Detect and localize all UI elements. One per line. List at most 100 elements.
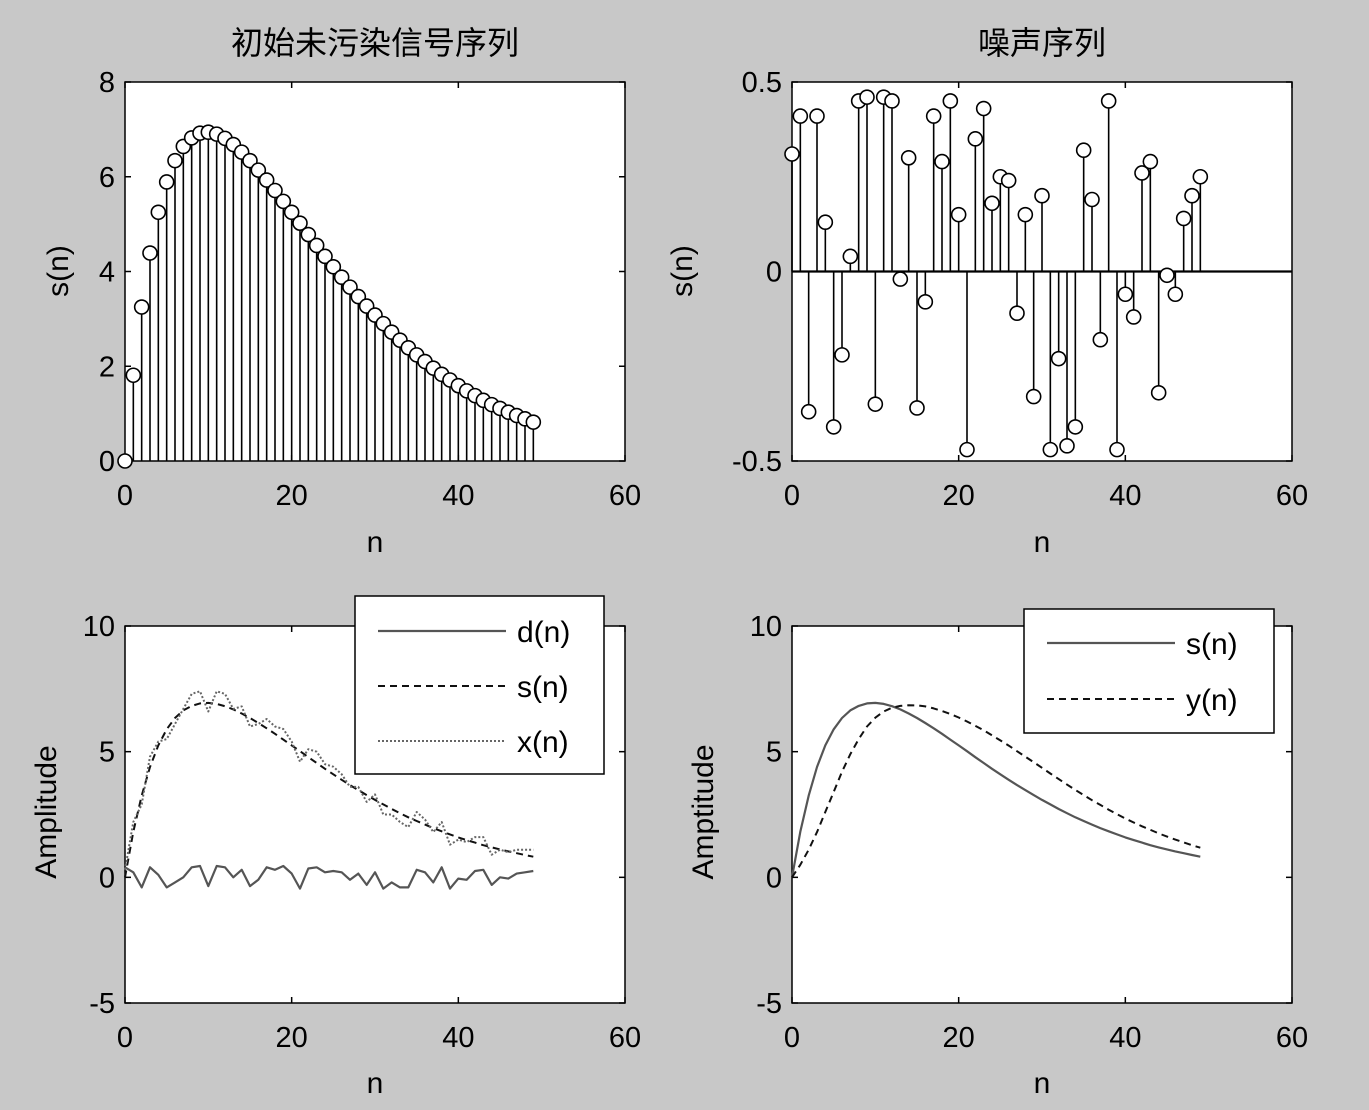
x-tick-label: 60 <box>609 1022 641 1054</box>
stem-marker <box>1034 187 1050 204</box>
y-tick-label: 5 <box>766 737 782 769</box>
y-tick-label: 0 <box>766 862 782 894</box>
stem-marker <box>117 453 133 469</box>
stem-marker <box>917 294 934 310</box>
stem-marker <box>250 162 267 178</box>
stem-marker <box>900 150 917 166</box>
plot1-ylabel: s(n) <box>42 245 75 297</box>
legend-label-y4: y(n) <box>1186 684 1238 717</box>
stem-marker <box>1042 441 1059 458</box>
stem-marker <box>158 174 175 190</box>
x-tick-label: 20 <box>943 1022 975 1054</box>
stem-marker <box>258 172 275 188</box>
y-tick-label: -5 <box>756 988 782 1020</box>
plot3-legend: d(n) s(n) x(n) <box>354 595 605 775</box>
x-tick-label: 40 <box>1109 1022 1141 1054</box>
stem-marker <box>842 248 859 265</box>
stem-marker <box>283 204 300 221</box>
stem-marker <box>275 193 292 210</box>
x-tick-label: 60 <box>1276 480 1308 512</box>
stem-marker <box>1125 309 1142 325</box>
plot4-ylabel: Amptitude <box>687 744 720 879</box>
plot3-ylabel: Amplitude <box>30 745 63 878</box>
y-tick-label: 0 <box>99 862 115 894</box>
series-line-1 <box>790 701 1201 878</box>
stem-marker <box>909 400 925 416</box>
stem-marker <box>942 93 959 109</box>
plot2-xlabel: n <box>1034 526 1051 559</box>
y-tick-label: -0.5 <box>732 446 782 478</box>
y-tick-label: 4 <box>99 257 115 289</box>
stem-marker <box>325 258 342 275</box>
plot1-title: 初始未污染信号序列 <box>231 25 519 61</box>
y-tick-label: 6 <box>99 162 115 194</box>
y-tick-label: 5 <box>99 737 115 769</box>
plot2-title: 噪声序列 <box>978 25 1106 61</box>
y-tick-label: -5 <box>89 988 115 1020</box>
stem-marker <box>1059 438 1075 454</box>
stem-marker <box>825 419 842 435</box>
stem-marker <box>934 153 950 170</box>
stem-marker <box>925 108 942 124</box>
y-tick-label: 0.5 <box>742 67 782 99</box>
x-tick-label: 0 <box>784 1022 800 1054</box>
stem-marker <box>984 195 1000 212</box>
stem-marker <box>1050 350 1067 367</box>
stem-marker <box>1142 153 1159 170</box>
stem-marker <box>950 206 967 223</box>
plot4-legend: s(n) y(n) <box>1023 608 1275 734</box>
stem-marker <box>1025 388 1042 405</box>
noise-stem-plot: 噪声序列 0 20 40 60-0.500.5 n s(n) <box>666 25 1308 559</box>
stem-marker <box>792 108 809 124</box>
stem-marker <box>292 215 308 231</box>
x-tick-label: 60 <box>609 480 641 512</box>
x-tick-label: 60 <box>1276 1022 1308 1054</box>
stem-marker <box>1184 187 1200 204</box>
stem-marker <box>1017 206 1034 223</box>
stem-marker <box>834 347 850 363</box>
x-tick-label: 0 <box>117 1022 133 1054</box>
stem-marker <box>892 271 909 287</box>
legend-label-d: d(n) <box>517 616 570 649</box>
stem-marker <box>150 204 167 221</box>
stem-marker <box>333 269 350 285</box>
stem-marker <box>1159 267 1175 284</box>
legend-label-x: x(n) <box>517 726 569 759</box>
y-tick-label: 0 <box>766 257 782 289</box>
stem-marker <box>525 414 542 430</box>
stem-marker <box>308 237 325 254</box>
x-tick-label: 20 <box>943 480 975 512</box>
stem-marker <box>1075 142 1092 159</box>
plot2-ylabel: s(n) <box>666 245 699 297</box>
stem-marker <box>784 146 800 162</box>
plot4-xlabel: n <box>1034 1067 1051 1100</box>
x-tick-label: 20 <box>276 1022 308 1054</box>
x-tick-label: 40 <box>442 1022 474 1054</box>
stem-marker <box>300 226 317 243</box>
series-line-3 <box>124 690 534 870</box>
stem-marker <box>1150 384 1167 401</box>
y-tick-label: 10 <box>750 611 782 643</box>
stem-marker <box>1067 419 1084 435</box>
y-tick-label: 2 <box>99 351 115 383</box>
stem-marker <box>1000 172 1017 189</box>
x-tick-label: 0 <box>784 480 800 512</box>
stem-marker <box>1192 168 1209 185</box>
stem-marker <box>817 214 834 231</box>
stem-marker <box>809 108 825 124</box>
stem-marker <box>1009 305 1025 321</box>
stem-marker <box>1134 165 1150 181</box>
stem-marker <box>859 89 875 105</box>
stem-marker <box>975 100 992 117</box>
stem-marker <box>884 93 900 109</box>
x-tick-label: 40 <box>1109 480 1141 512</box>
stem-marker <box>133 299 150 315</box>
plot4-legend-box <box>1023 608 1275 734</box>
stem-marker <box>867 396 884 412</box>
stem-marker <box>142 245 158 261</box>
stem-marker <box>1175 210 1192 227</box>
stem-marker <box>1092 331 1109 348</box>
